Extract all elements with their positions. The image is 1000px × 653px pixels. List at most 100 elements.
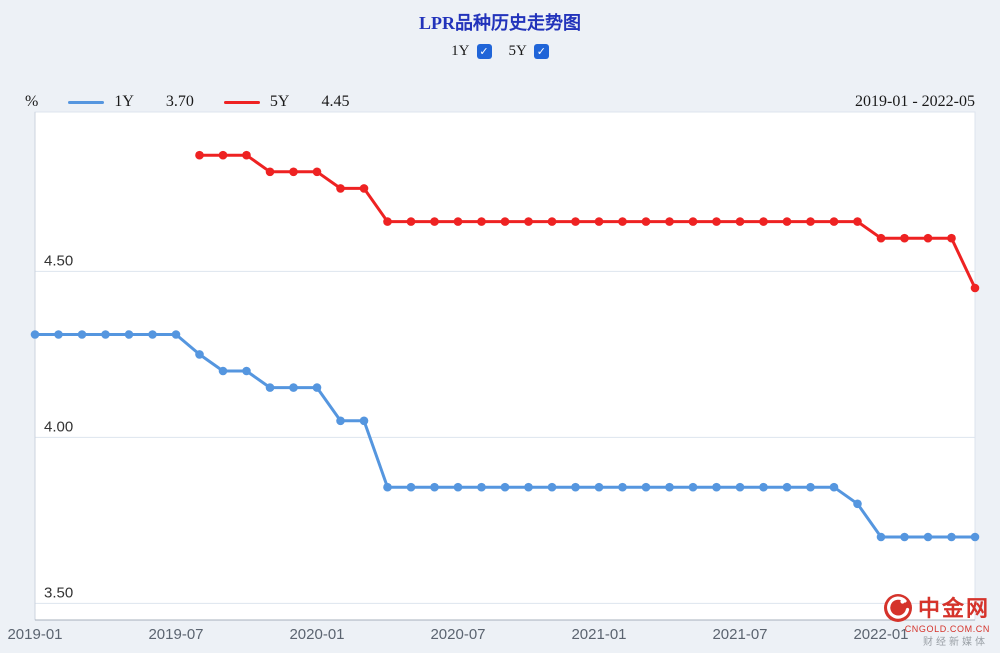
data-point-1Y[interactable] [477,482,486,492]
data-point-1Y[interactable] [406,482,416,492]
checkmark-icon: ✓ [479,45,489,58]
x-tick-label: 2021-01 [571,626,626,643]
data-point-5Y[interactable] [406,217,416,226]
legend-bar: % 1Y 3.70 5Y 4.45 2019-01 - 2022-05 [0,93,1000,111]
data-point-5Y[interactable] [265,167,275,177]
data-point-5Y[interactable] [688,217,698,226]
data-point-1Y[interactable] [806,482,815,492]
legend-value-1y: 3.70 [165,93,194,110]
data-point-1Y[interactable] [547,482,557,492]
legend-item-1y[interactable]: 1Y 3.70 [68,93,194,111]
data-point-1Y[interactable] [289,383,298,392]
data-point-1Y[interactable] [453,482,463,492]
data-point-5Y[interactable] [759,217,768,226]
data-point-5Y[interactable] [242,150,251,160]
data-point-1Y[interactable] [970,532,980,542]
toggle-label-1y: 1Y [451,43,470,59]
data-point-1Y[interactable] [148,330,157,339]
y-tick-label: 4.00 [44,418,73,435]
data-point-5Y[interactable] [618,217,627,226]
data-point-1Y[interactable] [430,482,439,492]
legend-value-5y: 4.45 [321,93,350,110]
data-point-1Y[interactable] [853,499,862,509]
line-sample-icon-5y [223,100,260,104]
data-point-1Y[interactable] [54,330,63,339]
legend-label-1y: 1Y [114,93,134,110]
data-point-1Y[interactable] [242,366,251,376]
data-point-5Y[interactable] [829,217,839,226]
line-sample-icon-1y [68,100,105,104]
data-point-5Y[interactable] [806,217,815,226]
data-point-5Y[interactable] [594,217,604,226]
data-point-1Y[interactable] [829,482,839,492]
data-point-5Y[interactable] [947,233,956,243]
data-point-1Y[interactable] [124,330,134,339]
data-point-1Y[interactable] [782,482,792,492]
data-point-1Y[interactable] [759,482,768,492]
data-point-1Y[interactable] [594,482,604,492]
watermark-brand-name: 中金网 [917,595,990,621]
data-point-1Y[interactable] [618,482,627,492]
data-point-1Y[interactable] [900,532,909,542]
data-point-1Y[interactable] [30,330,40,339]
data-point-1Y[interactable] [383,482,392,492]
data-point-1Y[interactable] [312,383,322,392]
data-point-5Y[interactable] [218,150,228,160]
data-point-5Y[interactable] [712,217,721,226]
data-point-1Y[interactable] [923,532,933,542]
data-point-1Y[interactable] [500,482,510,492]
data-point-5Y[interactable] [359,184,369,193]
data-point-5Y[interactable] [900,233,909,243]
data-point-1Y[interactable] [571,482,580,492]
data-point-1Y[interactable] [947,532,956,542]
data-point-5Y[interactable] [453,217,463,226]
data-point-5Y[interactable] [923,233,933,243]
x-tick-label: 2019-01 [7,626,62,643]
data-point-1Y[interactable] [218,366,228,376]
x-tick-label: 2022-01 [853,626,908,643]
data-point-1Y[interactable] [735,482,745,492]
x-tick-label: 2020-01 [289,626,344,643]
checkbox-1y[interactable]: ✓ [476,44,492,59]
data-point-1Y[interactable] [359,416,369,426]
data-point-1Y[interactable] [712,482,721,492]
plot-area [34,111,976,621]
data-point-5Y[interactable] [430,217,439,226]
data-point-1Y[interactable] [336,416,345,426]
data-point-5Y[interactable] [853,217,862,226]
series-line-5Y [198,153,977,290]
data-point-1Y[interactable] [688,482,698,492]
data-point-1Y[interactable] [101,330,110,339]
data-point-1Y[interactable] [171,330,181,339]
lpr-trend-chart[interactable]: 4.50 4.00 3.50 2019-01 2019-07 2020-01 2020-07… [0,108,1000,653]
data-point-5Y[interactable] [383,217,392,226]
data-point-5Y[interactable] [735,217,745,226]
data-point-5Y[interactable] [641,217,651,226]
data-point-5Y[interactable] [547,217,557,226]
data-point-5Y[interactable] [312,167,322,177]
data-point-5Y[interactable] [289,167,298,177]
watermark-url: CNGOLD.COM.CN [904,624,990,635]
data-point-5Y[interactable] [970,283,980,293]
data-point-1Y[interactable] [641,482,651,492]
page-title: LPR品种历史走势图 [419,13,581,33]
data-point-5Y[interactable] [782,217,792,226]
legend-item-5y[interactable]: 5Y 4.45 [223,93,350,111]
data-point-5Y[interactable] [571,217,580,226]
series-toggle-row: 1Y ✓ 5Y ✓ [0,43,1000,60]
data-point-1Y[interactable] [876,532,886,542]
data-point-5Y[interactable] [336,184,345,193]
data-point-5Y[interactable] [876,233,886,243]
data-point-1Y[interactable] [524,482,533,492]
data-point-5Y[interactable] [195,150,204,160]
checkbox-5y[interactable]: ✓ [533,44,549,59]
data-point-1Y[interactable] [77,330,87,339]
data-point-1Y[interactable] [195,350,204,359]
data-point-1Y[interactable] [265,383,275,392]
data-point-5Y[interactable] [665,217,674,226]
data-point-5Y[interactable] [524,217,533,226]
checkmark-icon: ✓ [536,45,546,58]
data-point-1Y[interactable] [665,482,674,492]
data-point-5Y[interactable] [500,217,510,226]
data-point-5Y[interactable] [477,217,486,226]
